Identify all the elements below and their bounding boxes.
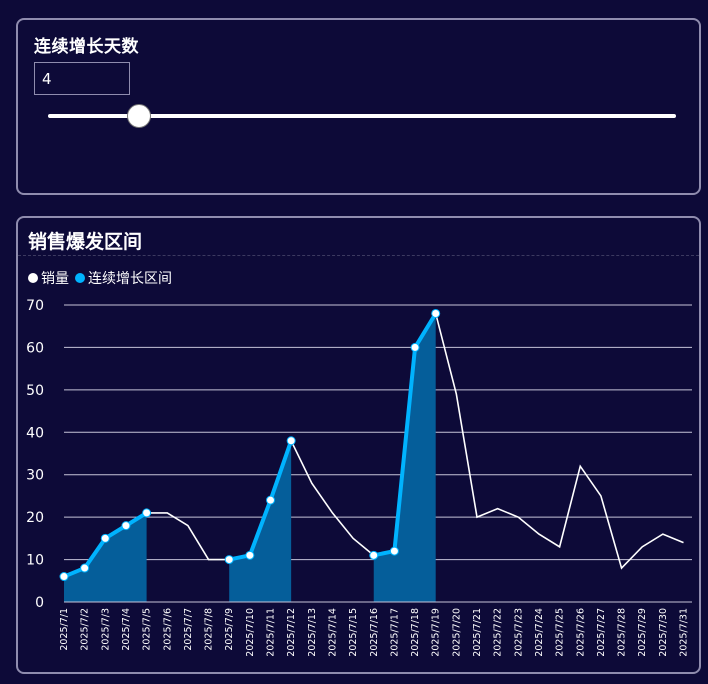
x-tick-label: 2025/7/15 [348, 608, 359, 657]
legend-growth-label: 连续增长区间 [88, 271, 172, 287]
growth-days-input[interactable] [34, 62, 130, 95]
x-tick-label: 2025/7/18 [410, 608, 421, 657]
sales-line [63, 311, 684, 578]
legend-item-sales[interactable]: 销量 [28, 268, 69, 288]
growth-days-label: 连续增长天数 [34, 37, 139, 57]
x-tick-label: 2025/7/23 [513, 608, 524, 657]
legend-sales-label: 销量 [41, 271, 69, 287]
x-tick-label: 2025/7/21 [472, 608, 483, 657]
x-tick-label: 2025/7/28 [617, 608, 628, 657]
growth-point-2025/7/18 [410, 342, 420, 352]
y-tick-label: 30 [26, 468, 44, 484]
growth-point-2025/7/10 [245, 550, 255, 560]
growth-point-2025/7/1 [59, 572, 69, 582]
growth-point-2025/7/9 [224, 555, 234, 565]
chart-legend: 销量 连续增长区间 [28, 268, 178, 288]
y-tick-label: 50 [26, 383, 44, 399]
x-tick-label: 2025/7/25 [555, 608, 566, 657]
x-tick-label: 2025/7/6 [162, 608, 173, 651]
x-tick-label: 2025/7/4 [121, 608, 132, 651]
growth-point-2025/7/4 [121, 521, 131, 531]
growth-line-3 [371, 311, 438, 558]
growth-point-2025/7/11 [266, 495, 275, 505]
y-tick-label: 10 [26, 553, 44, 569]
growth-days-slider-track[interactable] [48, 114, 676, 118]
x-tick-label: 2025/7/26 [575, 608, 586, 657]
x-tick-label: 2025/7/22 [493, 608, 504, 657]
control-panel: 连续增长天数 [16, 18, 701, 195]
x-tick-label: 2025/7/14 [327, 608, 338, 657]
y-tick-label: 70 [26, 298, 44, 314]
x-tick-label: 2025/7/8 [204, 608, 215, 651]
growth-point-2025/7/3 [100, 533, 110, 543]
x-tick-label: 2025/7/7 [183, 608, 194, 651]
x-tick-label: 2025/7/16 [369, 608, 380, 657]
x-tick-label: 2025/7/3 [100, 608, 111, 651]
growth-point-2025/7/19 [431, 308, 441, 318]
x-tick-label: 2025/7/2 [80, 608, 91, 651]
x-tick-label: 2025/7/10 [245, 608, 256, 657]
growth-point-2025/7/17 [389, 546, 399, 556]
legend-growth-dot-icon [75, 273, 85, 283]
chart-plot: 0 10 20 30 40 50 60 70 2025/7/1 2025/7/2 2025/7/3 2… [26, 298, 692, 657]
title-divider [18, 255, 699, 256]
legend-sales-dot-icon [28, 273, 38, 283]
growth-area-2 [229, 440, 292, 602]
growth-area-1 [64, 512, 147, 602]
growth-point-2025/7/12 [286, 436, 296, 446]
x-tick-label: 2025/7/1 [59, 608, 70, 651]
legend-item-growth[interactable]: 连续增长区间 [75, 268, 172, 288]
growth-line-2 [227, 438, 294, 562]
x-tick-label: 2025/7/13 [307, 608, 318, 657]
x-tick-label: 2025/7/17 [389, 608, 400, 657]
growth-days-slider-thumb[interactable] [127, 104, 151, 128]
x-tick-label: 2025/7/20 [451, 608, 462, 657]
y-tick-label: 20 [26, 510, 44, 526]
x-tick-label: 2025/7/19 [431, 608, 442, 657]
x-tick-label: 2025/7/27 [596, 608, 607, 657]
growth-point-2025/7/2 [80, 563, 90, 573]
y-tick-label: 0 [35, 595, 44, 611]
chart-panel: 销售爆发区间 销量 连续增长区间 0 10 20 30 40 50 60 70 2025/7/1… [16, 216, 701, 674]
x-tick-label: 2025/7/11 [266, 608, 277, 657]
x-tick-label: 2025/7/5 [142, 608, 153, 651]
x-tick-label: 2025/7/12 [286, 608, 297, 657]
x-tick-label: 2025/7/24 [534, 608, 545, 657]
x-tick-label: 2025/7/9 [224, 608, 235, 651]
y-tick-label: 40 [26, 425, 44, 441]
y-tick-label: 60 [26, 340, 44, 356]
x-tick-label: 2025/7/31 [679, 608, 690, 657]
chart-title: 销售爆发区间 [28, 231, 143, 253]
growth-point-2025/7/16 [369, 550, 379, 560]
growth-point-2025/7/5 [142, 508, 152, 518]
x-tick-label: 2025/7/29 [637, 608, 648, 657]
x-tick-label: 2025/7/30 [658, 608, 669, 657]
